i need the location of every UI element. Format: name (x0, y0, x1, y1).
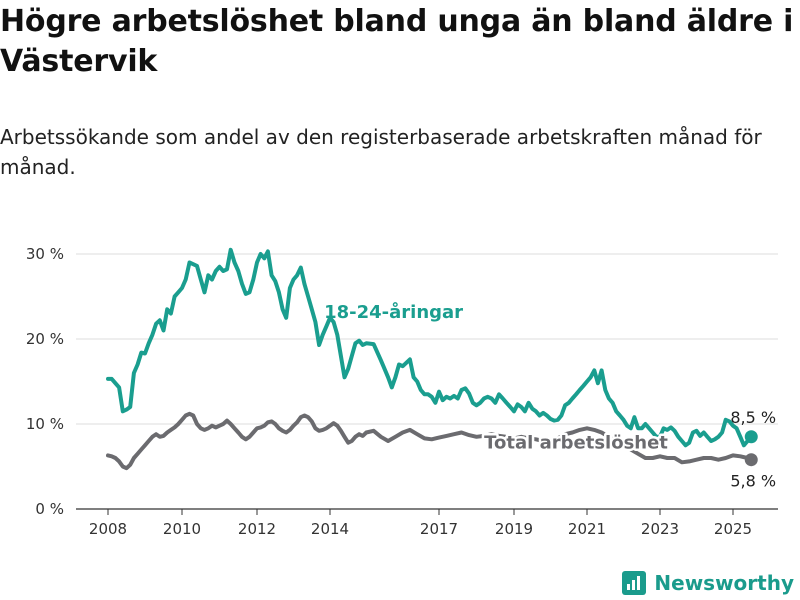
end-marker-total (744, 453, 758, 467)
y-tick-label: 10 % (26, 415, 64, 433)
x-tick-label: 2012 (238, 520, 276, 538)
chart-subtitle: Arbetssökande som andel av den registerb… (0, 125, 762, 179)
series-label-total: Total arbetslöshet (484, 433, 668, 454)
x-tick-label: 2025 (714, 520, 752, 538)
y-tick-label: 20 % (26, 330, 64, 348)
end-value-label: 8,5 % (730, 408, 776, 427)
x-tick-label: 2014 (311, 520, 349, 538)
x-tick-label: 2008 (89, 520, 127, 538)
bar-chart-logo-icon (622, 571, 647, 595)
end-marker-youth (744, 430, 758, 444)
series-label-youth: 18-24-åringar (324, 301, 463, 323)
y-tick-label: 30 % (26, 245, 64, 263)
x-tick-label: 2010 (163, 520, 201, 538)
series-line-youth (106, 247, 754, 448)
x-tick-label: 2017 (420, 520, 458, 538)
y-tick-label: 0 % (35, 500, 64, 518)
chart-title: Högre arbetslöshet bland unga än bland ä… (0, 4, 794, 79)
end-value-label: 5,8 % (730, 472, 776, 491)
series-line-total (106, 411, 754, 471)
x-tick-label: 2023 (641, 520, 679, 538)
brand-logo: Newsworthy (622, 568, 794, 598)
x-tick-label: 2021 (568, 520, 606, 538)
x-tick-label: 2019 (495, 520, 533, 538)
line-chart: 0 % 10 % 20 % 30 % 2008 2010 2012 2014 2017 2019 2… (26, 245, 778, 538)
brand-name: Newsworthy (654, 571, 794, 595)
